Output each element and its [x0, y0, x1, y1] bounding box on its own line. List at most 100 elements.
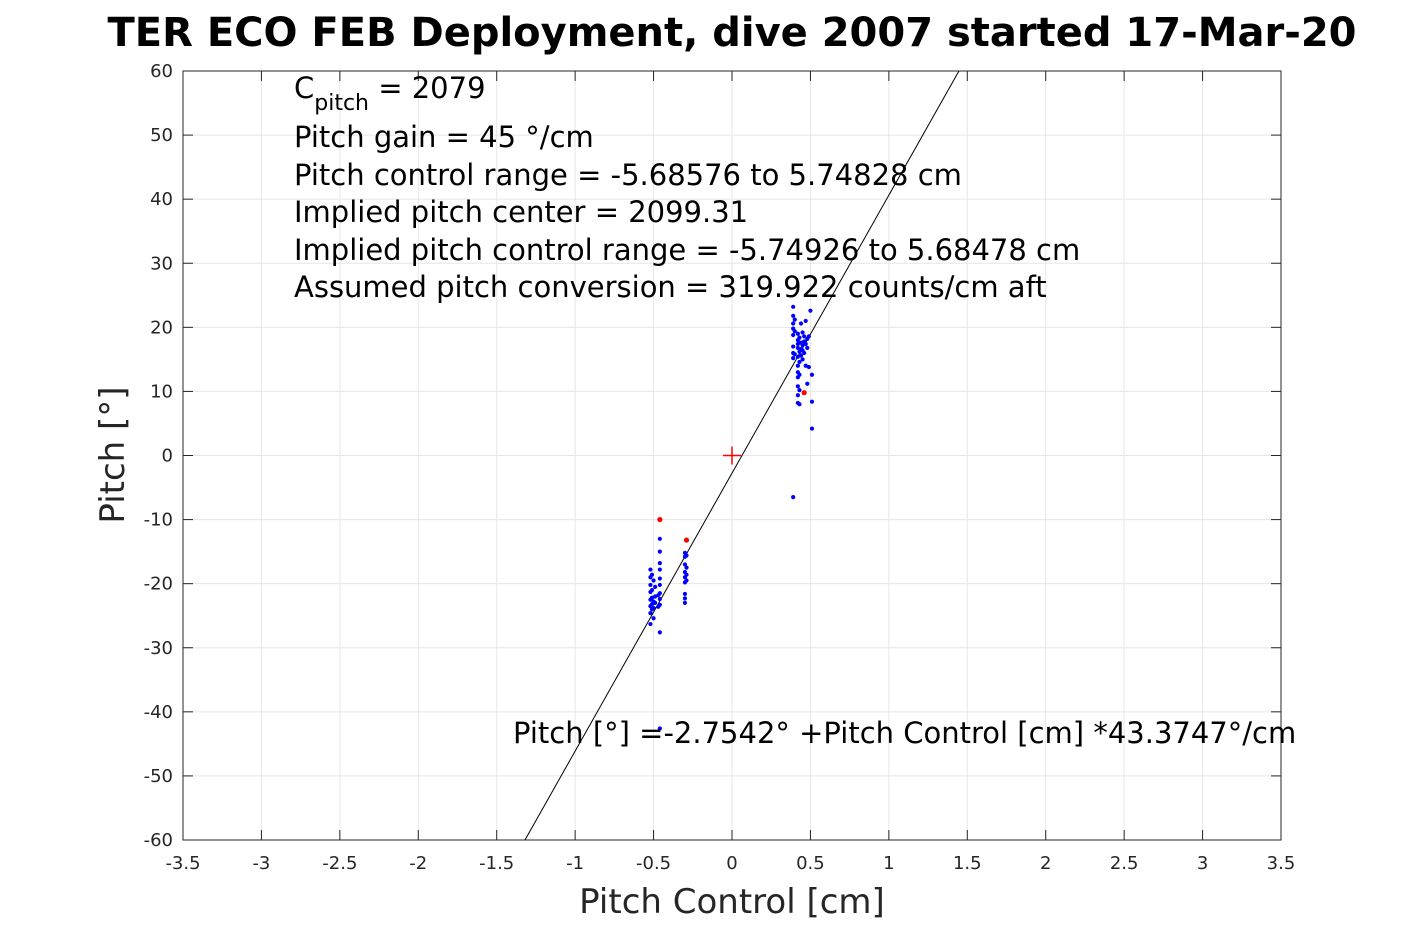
data-point: [684, 565, 689, 570]
data-point: [795, 393, 800, 398]
implied-pitch-center-annotation: Implied pitch center = 2099.31: [294, 195, 748, 229]
data-point: [651, 578, 656, 583]
data-point: [649, 572, 655, 577]
data-point: [797, 402, 802, 407]
data-point: [657, 582, 662, 588]
data-point: [798, 321, 804, 326]
flagged-point: [683, 537, 690, 543]
data-point: [684, 578, 689, 583]
data-point: [682, 596, 688, 601]
data-point: [791, 313, 796, 318]
x-tick-label: -3.5: [165, 853, 200, 874]
data-point: [792, 352, 797, 357]
x-tick-label: 1: [883, 853, 894, 874]
implied-pitch-control-range-annotation: Implied pitch control range = -5.74926 t…: [294, 233, 1080, 267]
x-tick-label: 3.5: [1267, 853, 1296, 874]
x-tick-label: -1.5: [479, 853, 514, 874]
data-point: [791, 495, 796, 500]
data-point: [809, 372, 815, 377]
y-tick-label: 30: [150, 253, 173, 274]
data-point: [682, 591, 688, 597]
x-tick-label: -0.5: [636, 853, 671, 874]
y-tick-label: -30: [144, 638, 173, 659]
data-point: [791, 321, 796, 326]
x-tick-label: -3: [252, 853, 270, 874]
data-point: [648, 611, 653, 616]
data-point: [808, 308, 813, 313]
data-point: [648, 582, 653, 588]
data-point: [795, 384, 800, 389]
data-point: [792, 317, 797, 322]
y-axis-title: Pitch [°]: [93, 386, 133, 523]
c-pitch-annotation: Cpitch = 2079: [294, 71, 486, 116]
data-point: [791, 344, 796, 349]
data-point: [682, 600, 688, 605]
data-point: [791, 304, 796, 309]
x-tick-label: 1.5: [953, 853, 982, 874]
data-point: [800, 357, 805, 362]
y-tick-labels: -60 -50 -40 -30 -20 -10 0 10 20 30 40 50 60: [144, 61, 173, 851]
flagged-point: [657, 516, 663, 523]
x-tick-label: 2.5: [1110, 853, 1139, 874]
x-axis-title: Pitch Control [cm]: [579, 882, 885, 922]
y-tick-label: 50: [150, 125, 173, 146]
data-point: [791, 355, 796, 361]
data-point: [797, 372, 802, 377]
pitch-control-range-annotation: Pitch control range = -5.68576 to 5.7482…: [294, 158, 962, 192]
y-tick-label: -20: [144, 574, 173, 595]
grid-lines: [182, 70, 1282, 841]
y-tick-label: -10: [144, 510, 173, 531]
data-points: [648, 304, 815, 731]
data-point: [797, 335, 802, 340]
chart-title: TER ECO FEB Deployment, dive 2007 starte…: [107, 10, 1356, 56]
data-point: [657, 591, 662, 596]
y-tick-label: -60: [144, 830, 173, 851]
data-point: [802, 334, 807, 339]
y-tick-label: 60: [150, 61, 173, 82]
data-point: [657, 630, 662, 635]
data-point: [657, 549, 662, 554]
data-point: [653, 600, 658, 605]
data-point: [800, 330, 805, 335]
y-tick-label: 40: [150, 189, 173, 210]
axis-ticks: [182, 70, 1282, 841]
data-point: [657, 536, 662, 541]
data-point: [657, 561, 662, 566]
y-tick-label: 10: [150, 381, 173, 402]
flagged-point: [801, 390, 807, 396]
x-tick-label: -1: [566, 853, 584, 874]
data-point: [795, 331, 800, 336]
data-point: [649, 587, 655, 593]
data-point: [657, 596, 662, 602]
data-point: [803, 341, 808, 347]
data-point: [805, 381, 810, 386]
c-pitch-base: C: [294, 71, 314, 105]
data-point: [684, 572, 689, 577]
data-point: [791, 332, 796, 338]
pitch-gain-annotation: Pitch gain = 45 °/cm: [294, 120, 594, 154]
data-point: [798, 353, 804, 358]
data-point: [648, 567, 653, 572]
y-tick-label: -50: [144, 766, 173, 787]
assumed-pitch-conversion-annotation: Assumed pitch conversion = 319.922 count…: [294, 270, 1047, 304]
data-point: [806, 334, 811, 339]
data-point: [806, 364, 811, 370]
fit-line-group: [524, 70, 960, 841]
data-point: [797, 388, 802, 393]
data-point: [684, 553, 689, 558]
data-point: [657, 567, 662, 572]
x-tick-label: -2: [409, 853, 427, 874]
data-point: [802, 350, 807, 356]
y-tick-label: -40: [144, 702, 173, 723]
y-tick-label: 0: [162, 446, 173, 467]
data-point: [797, 359, 802, 365]
fit-line: [524, 70, 960, 841]
x-tick-labels: -3.5 -3 -2.5 -2 -1.5 -1 -0.5 0 0.5 1 1.5 2 2.5 3 3.5: [165, 853, 1295, 874]
data-point: [651, 605, 656, 611]
x-tick-label: 0: [726, 853, 737, 874]
center-marker-group: [723, 446, 741, 465]
data-point: [803, 318, 808, 324]
x-tick-label: 2: [1040, 853, 1051, 874]
data-point: [648, 621, 653, 627]
